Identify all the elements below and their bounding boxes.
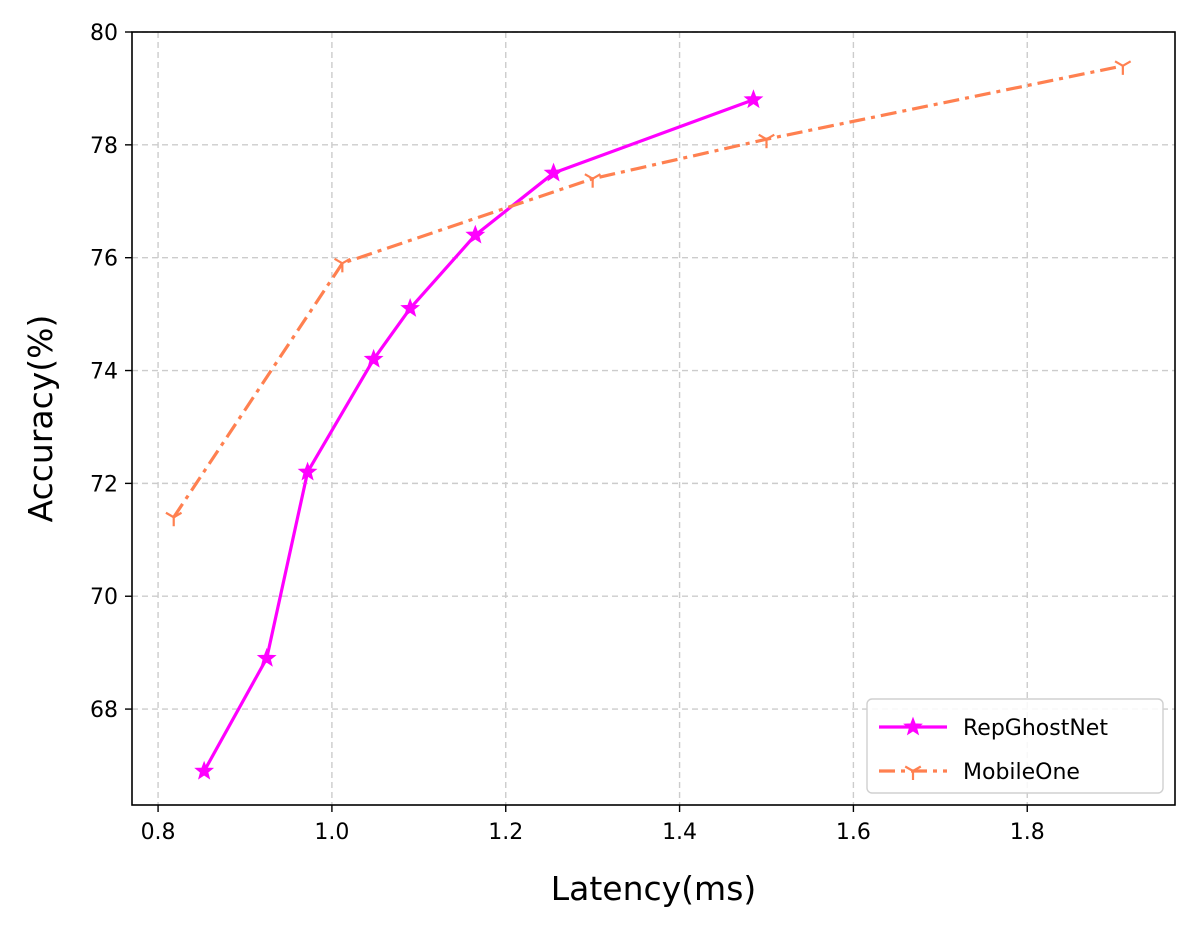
data-point bbox=[363, 348, 384, 368]
data-point bbox=[758, 133, 775, 149]
data-point bbox=[465, 224, 486, 244]
data-point bbox=[1114, 60, 1132, 75]
data-point bbox=[165, 511, 183, 527]
legend-item: RepGhostNet bbox=[879, 716, 1108, 741]
data-point bbox=[297, 461, 318, 481]
y-tick-label: 76 bbox=[90, 247, 118, 272]
data-point bbox=[194, 760, 215, 780]
x-tick-label: 1.4 bbox=[662, 820, 697, 845]
data-point bbox=[256, 647, 277, 667]
y-tick-label: 74 bbox=[90, 360, 118, 385]
data-point bbox=[904, 765, 922, 780]
grid bbox=[132, 31, 1175, 805]
data-point bbox=[400, 298, 421, 317]
legend: RepGhostNet MobileOne bbox=[866, 698, 1164, 794]
series-repghostnet bbox=[194, 89, 764, 780]
x-tick-label: 0.8 bbox=[141, 820, 176, 845]
series-line bbox=[202, 98, 755, 772]
series-mobileone bbox=[165, 60, 1132, 527]
y-axis-label: Accuracy(%) bbox=[21, 315, 60, 523]
y-tick-label: 80 bbox=[90, 21, 118, 46]
x-tick-label: 1.2 bbox=[488, 820, 523, 845]
x-tick-label: 1.8 bbox=[1010, 820, 1045, 845]
plot-frame bbox=[131, 31, 1176, 806]
data-point bbox=[903, 716, 923, 736]
y-tick-label: 72 bbox=[90, 472, 118, 497]
y-tick-label: 78 bbox=[90, 134, 118, 159]
series-layer bbox=[165, 60, 1132, 780]
x-tick-label: 1.6 bbox=[836, 820, 871, 845]
axis-ticks: 0.8 1.0 1.2 1.4 1.6 1.8 68 70 72 74 76 78 80 bbox=[90, 21, 1045, 845]
legend-item: MobileOne bbox=[879, 760, 1080, 785]
legend-box bbox=[866, 698, 1164, 794]
y-tick-label: 68 bbox=[90, 698, 118, 723]
x-axis-label: Latency(ms) bbox=[551, 869, 757, 908]
y-tick-label: 70 bbox=[90, 585, 118, 610]
data-point bbox=[584, 173, 602, 188]
data-point bbox=[543, 162, 564, 182]
legend-label: RepGhostNet bbox=[963, 716, 1108, 741]
data-point bbox=[743, 89, 764, 109]
legend-label: MobileOne bbox=[963, 760, 1080, 785]
x-tick-label: 1.0 bbox=[314, 820, 349, 845]
data-point bbox=[333, 257, 351, 273]
